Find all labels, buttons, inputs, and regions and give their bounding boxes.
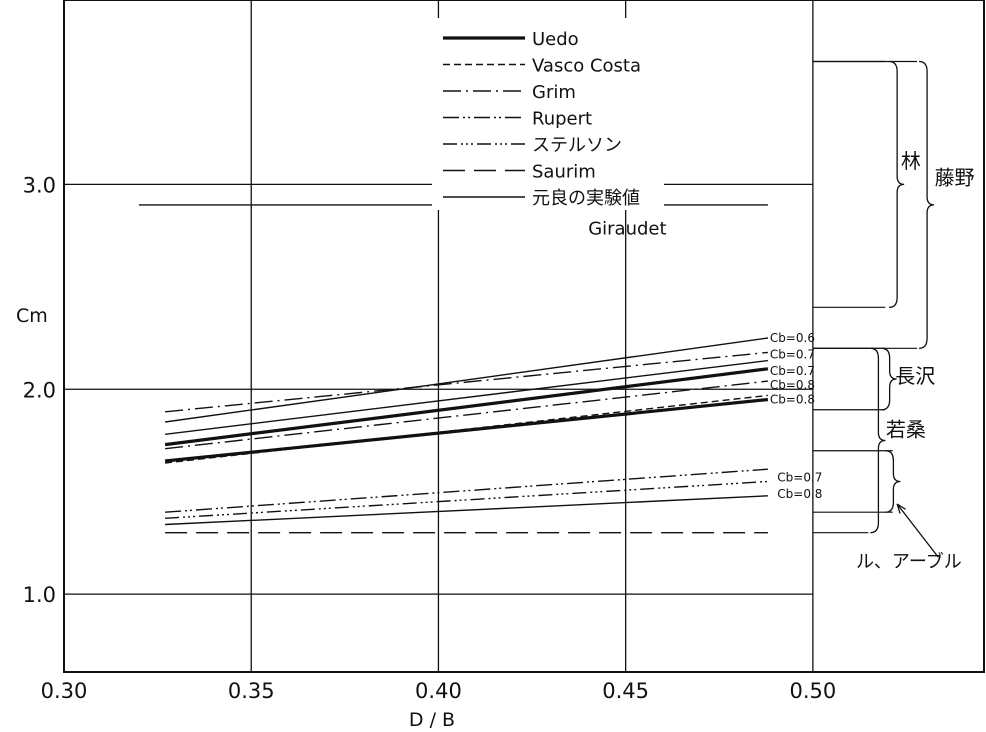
ticks: 0.30 0.35 0.40 0.45 0.50 1.0 2.0 3.0 bbox=[23, 173, 837, 703]
legend-label-4: Rupert bbox=[532, 109, 592, 130]
x-tick-label: 0.50 bbox=[789, 679, 836, 703]
series-line-10 bbox=[165, 495, 768, 526]
annotation-layer: GiraudetCb=0.6Cb=0.7Cb=0.7Cb=0.8Cb=0.8Cb… bbox=[588, 218, 822, 500]
bracket-label: 若桑 bbox=[886, 417, 926, 441]
series-line-6 bbox=[165, 337, 768, 423]
arrow-head bbox=[896, 503, 906, 514]
y-tick-label: 3.0 bbox=[23, 173, 56, 197]
x-tick-label: 0.35 bbox=[228, 679, 275, 703]
cb-label: Cb=0.8 bbox=[770, 378, 815, 392]
series-layer bbox=[138, 204, 769, 534]
y-tick-label: 1.0 bbox=[23, 583, 56, 607]
bracket-brace bbox=[885, 450, 901, 513]
cb-label: Cb=0.8 bbox=[770, 393, 815, 407]
x-tick-label: 0.45 bbox=[602, 679, 649, 703]
legend-background bbox=[432, 18, 664, 210]
cb-label: Cb=0.7 bbox=[770, 364, 815, 378]
giraudet-label: Giraudet bbox=[588, 218, 666, 239]
cb-label: Cb=0.7 bbox=[770, 347, 815, 361]
bracket-brace bbox=[919, 60, 935, 349]
legend-label-2: Vasco Costa bbox=[532, 56, 641, 77]
series-line-8 bbox=[165, 468, 768, 513]
x-axis-label: D / B bbox=[409, 709, 455, 731]
x-tick-label: 0.30 bbox=[41, 679, 88, 703]
bracket-label: 長沢 bbox=[895, 364, 935, 388]
cb-label: Cb=0.7 bbox=[777, 470, 822, 484]
bracket-label: 藤野 bbox=[935, 165, 975, 189]
series-line-5 bbox=[165, 380, 768, 450]
legend-label-7: 元良の実験値 bbox=[532, 188, 640, 209]
legend-label-5: ステルソン bbox=[532, 135, 622, 156]
series-line-9 bbox=[165, 480, 768, 519]
series-line-4 bbox=[165, 351, 768, 413]
arrow-shaft bbox=[896, 503, 939, 558]
series-line-3 bbox=[165, 394, 768, 464]
x-tick-label: 0.40 bbox=[415, 679, 462, 703]
y-tick-label: 2.0 bbox=[23, 378, 56, 402]
cb-label: Cb=0.8 bbox=[777, 487, 822, 501]
legend-label-1: Uedo bbox=[532, 29, 579, 50]
bracket-label: 林 bbox=[901, 149, 921, 173]
legend-label-3: Grim bbox=[532, 82, 576, 103]
legend: Uedo Vasco Costa Grim Rupert ステルソン Saurim 元良の実… bbox=[432, 18, 664, 210]
bracket-brace bbox=[881, 347, 897, 411]
legend-label-6: Saurim bbox=[532, 162, 596, 183]
series-line-2 bbox=[164, 397, 769, 463]
y-axis-label: Cm bbox=[16, 305, 48, 327]
series-line-1 bbox=[164, 367, 769, 447]
bracket-label: ル、アーブル bbox=[856, 551, 962, 573]
series-line-7 bbox=[165, 359, 768, 435]
cb-label: Cb=0.6 bbox=[770, 331, 815, 345]
